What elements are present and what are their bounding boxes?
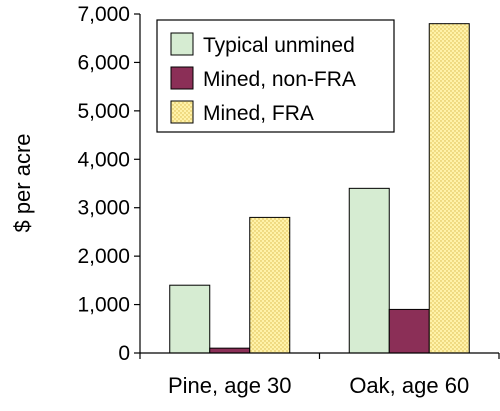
y-tick-label: 1,000 <box>77 294 130 317</box>
legend-label: Mined, FRA <box>203 102 314 125</box>
bar-typical-unmined-pine-age-30 <box>169 284 211 354</box>
legend-swatch <box>170 66 194 90</box>
legend-box <box>156 19 395 133</box>
bar-mined-non-fra-oak-age-60 <box>388 308 430 354</box>
y-tick-label: 5,000 <box>77 100 130 123</box>
y-tick-label: 4,000 <box>77 148 130 171</box>
bar-mined-non-fra-pine-age-30 <box>209 347 251 354</box>
x-axis-ticks: Pine, age 30 Oak, age 60 <box>139 353 500 398</box>
legend-swatch <box>170 32 194 56</box>
bars-group <box>169 23 470 354</box>
bar-mined-fra-pine-age-30 <box>249 216 291 354</box>
x-category-label: Oak, age 60 <box>349 373 469 398</box>
bar-typical-unmined-oak-age-60 <box>348 187 390 354</box>
y-axis-title: $ per acre <box>10 133 35 232</box>
y-tick-label: 2,000 <box>77 245 130 268</box>
legend: Typical unmined Mined, non-FRA Mined, FRA <box>156 19 395 133</box>
x-category-label: Pine, age 30 <box>168 373 292 398</box>
y-tick-label: 0 <box>118 342 130 365</box>
y-tick-label: 7,000 <box>77 3 130 26</box>
y-tick-label: 6,000 <box>77 51 130 74</box>
y-axis-ticks: 0 1,000 2,000 3,000 4,000 5,000 6,000 7,000 <box>77 3 140 365</box>
bar-mined-fra-oak-age-60 <box>428 23 470 354</box>
y-tick-label: 3,000 <box>77 197 130 220</box>
legend-label: Typical unmined <box>203 34 355 57</box>
legend-swatch <box>170 100 194 124</box>
legend-label: Mined, non-FRA <box>203 68 356 91</box>
